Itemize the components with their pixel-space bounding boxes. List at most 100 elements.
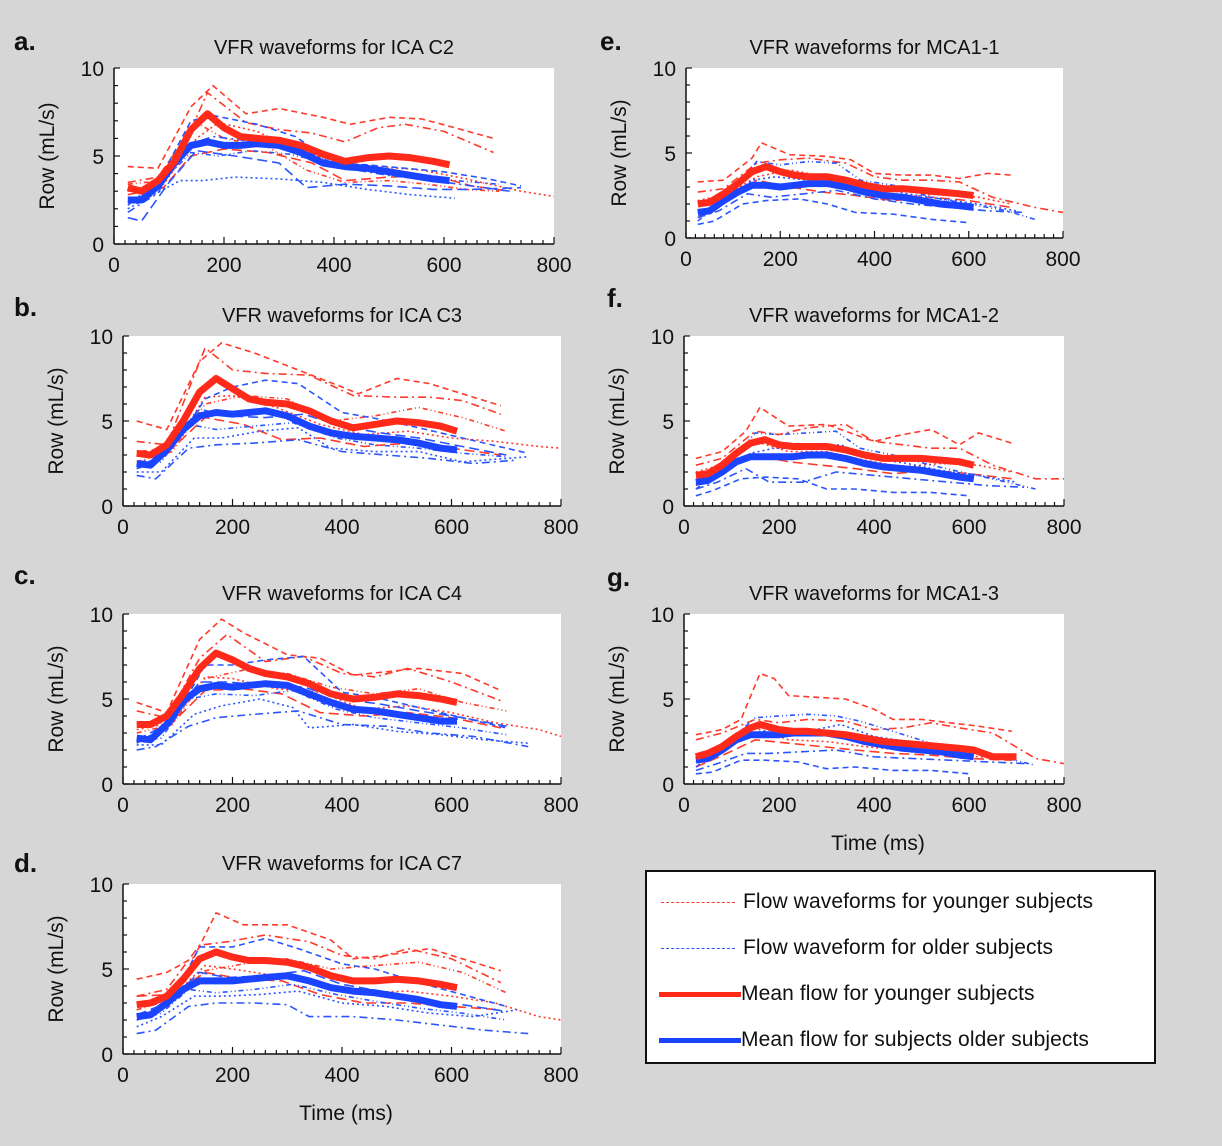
series-group (136, 618, 561, 751)
y-tick-label: 5 (662, 689, 674, 712)
y-tick-label: 0 (101, 774, 113, 797)
x-tick-label: 800 (536, 254, 571, 277)
mean-line-younger (126, 110, 451, 195)
x-tick-label: 0 (680, 248, 692, 271)
mean-line-older (136, 680, 457, 744)
mean-line-older (136, 407, 458, 469)
chart-title: VFR waveforms for MCA1-3 (749, 583, 999, 605)
y-axis-label: Row (mL/s) (36, 102, 59, 209)
x-tick-label: 400 (324, 516, 359, 539)
panel-c: c. VFR waveforms for ICA C4 0 200 400 600 800 0… (14, 560, 579, 817)
waveform-young-4 (136, 687, 501, 729)
y-tick-label: 5 (101, 411, 113, 434)
waveform-old-1 (127, 114, 522, 206)
waveform-old-2 (695, 476, 970, 497)
waveform-old-1 (136, 379, 529, 470)
waveform-old-1 (136, 655, 507, 744)
panel-g: g. VFR waveforms for MCA1-3 0 200 400 600 800 0… (606, 562, 1082, 855)
legend-label: Mean flow for subjects older subjects (741, 1028, 1090, 1051)
x-tick-label: 600 (426, 254, 461, 277)
panel-letter: c. (14, 560, 36, 590)
waveform-young-5 (136, 669, 507, 734)
y-tick-label: 5 (101, 689, 113, 712)
y-tick-label: 10 (653, 58, 676, 81)
y-axis-label: Row (mL/s) (45, 645, 68, 752)
y-axis-label: Row (mL/s) (45, 367, 68, 474)
panel-f: f. VFR waveforms for MCA1-2 0 200 400 600 800 0… (606, 283, 1082, 539)
y-tick-label: 10 (651, 326, 674, 349)
series-group (694, 672, 1064, 775)
y-tick-label: 0 (664, 228, 676, 251)
chart-title: VFR waveforms for MCA1-1 (749, 37, 999, 59)
chart-title: VFR waveforms for MCA1-2 (749, 305, 999, 327)
waveform-old-3 (136, 426, 529, 473)
y-tick-label: 10 (90, 326, 113, 349)
y-tick-label: 10 (90, 604, 113, 627)
panel-a: a. VFR waveforms for ICA C2 0 200 400 600 800 0… (14, 26, 572, 277)
waveform-old-1 (697, 160, 1035, 222)
waveform-old-5 (127, 149, 500, 203)
y-axis-label: Row (mL/s) (608, 99, 631, 206)
x-tick-label: 200 (763, 248, 798, 271)
mean-line-younger (697, 163, 974, 208)
series-group (126, 84, 554, 223)
x-axis-label: Time (ms) (831, 832, 925, 855)
x-tick-label: 400 (324, 1064, 359, 1087)
x-axis-label: Time (ms) (299, 1102, 393, 1125)
panel-letter: e. (600, 26, 622, 56)
x-tick-label: 800 (543, 516, 578, 539)
legend-swatch-old-mean (659, 1038, 741, 1043)
legend: Flow waveforms for younger subjects Flow… (645, 870, 1156, 1064)
mean-line-younger (695, 436, 975, 479)
x-tick-label: 600 (434, 794, 469, 817)
y-tick-label: 10 (90, 874, 113, 897)
x-tick-label: 800 (1046, 794, 1081, 817)
y-tick-label: 10 (81, 58, 104, 81)
legend-item-young-waveforms: Flow waveforms for younger subjects (647, 884, 1154, 924)
x-tick-label: 0 (117, 1064, 129, 1087)
y-tick-label: 0 (662, 774, 674, 797)
y-axis-label: Row (mL/s) (606, 367, 629, 474)
x-tick-label: 600 (951, 516, 986, 539)
mean-line-younger (694, 721, 1017, 761)
x-tick-label: 200 (761, 516, 796, 539)
panel-b: b. VFR waveforms for ICA C3 0 200 400 600 800 0… (14, 292, 579, 539)
waveform-old-2 (136, 710, 529, 751)
waveform-young-2 (695, 718, 1064, 765)
chart-title: VFR waveforms for ICA C3 (222, 305, 462, 327)
mean-line-younger (136, 948, 458, 1009)
waveform-young-2 (136, 633, 502, 719)
x-tick-label: 200 (215, 794, 250, 817)
legend-swatch-young-dashed (661, 902, 735, 903)
waveform-old-2 (695, 759, 970, 775)
y-tick-label: 5 (92, 146, 104, 169)
mean-line-older (695, 451, 975, 486)
waveform-young-1 (136, 911, 502, 980)
waveform-young-2 (136, 346, 502, 446)
waveform-old-1 (695, 430, 1036, 490)
y-tick-label: 5 (662, 411, 674, 434)
legend-item-old-mean: Mean flow for subjects older subjects (647, 1022, 1154, 1062)
x-tick-label: 600 (434, 1064, 469, 1087)
waveform-old-3 (136, 698, 529, 746)
series-group (695, 406, 1064, 497)
waveform-old-4 (127, 149, 522, 223)
x-tick-label: 0 (108, 254, 120, 277)
y-tick-label: 10 (651, 604, 674, 627)
x-tick-label: 200 (761, 794, 796, 817)
waveform-young-1 (136, 341, 502, 431)
legend-swatch-young-mean (659, 992, 741, 997)
x-tick-label: 600 (951, 794, 986, 817)
plot-area (123, 884, 561, 1054)
y-tick-label: 0 (662, 496, 674, 519)
legend-swatch-old-dashed (661, 948, 735, 949)
x-tick-label: 800 (1045, 248, 1080, 271)
waveform-young-2 (136, 934, 502, 997)
x-tick-label: 400 (324, 794, 359, 817)
x-tick-label: 0 (117, 516, 129, 539)
y-tick-label: 0 (92, 234, 104, 257)
mean-line-younger (136, 375, 459, 459)
x-tick-label: 400 (856, 794, 891, 817)
waveform-old-5 (136, 983, 507, 1021)
